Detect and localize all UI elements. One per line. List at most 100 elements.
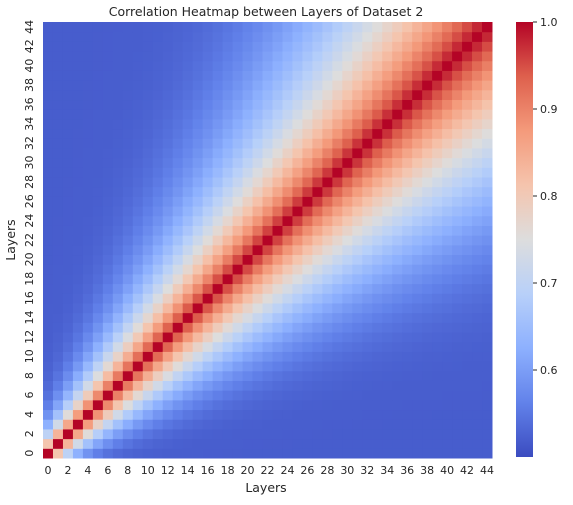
heatmap-cell <box>462 225 473 236</box>
heatmap-cell <box>442 157 453 168</box>
heatmap-cell <box>62 428 74 440</box>
heatmap-cell <box>422 206 433 217</box>
heatmap-cell <box>332 186 343 197</box>
heatmap-cell <box>342 177 353 188</box>
heatmap-cell <box>252 419 264 430</box>
heatmap-cell <box>122 302 134 314</box>
heatmap-cell <box>142 167 154 178</box>
heatmap-cell <box>72 41 84 52</box>
heatmap-cell <box>482 225 493 236</box>
heatmap-cell <box>312 322 323 333</box>
heatmap-cell <box>72 254 84 265</box>
heatmap-cell <box>322 235 333 246</box>
heatmap-cell <box>132 380 144 391</box>
heatmap-cell <box>72 244 84 256</box>
heatmap-cell <box>82 147 94 159</box>
heatmap-cell <box>352 341 363 352</box>
heatmap-cell <box>482 138 493 149</box>
heatmap-cell <box>92 235 104 246</box>
heatmap-cell <box>482 51 493 62</box>
heatmap-cell <box>382 51 393 62</box>
heatmap-cell <box>212 244 224 256</box>
heatmap-cell <box>312 283 323 294</box>
heatmap-cell <box>452 370 463 381</box>
heatmap-cell <box>262 206 273 217</box>
heatmap-cell <box>162 128 174 139</box>
colorbar-tick-label: 0.7 <box>540 277 558 290</box>
heatmap-cell <box>462 312 473 323</box>
heatmap-cell <box>122 380 134 391</box>
heatmap-cell <box>422 293 433 304</box>
heatmap-cell <box>392 351 403 362</box>
heatmap-cell <box>422 147 433 159</box>
heatmap-cell <box>252 390 264 401</box>
colorbar-ticks: 0.60.70.80.91.0 <box>533 16 558 377</box>
heatmap-cell <box>43 177 54 188</box>
heatmap-cell <box>72 438 84 449</box>
heatmap-cell <box>452 322 463 333</box>
heatmap-cell <box>342 409 353 420</box>
heatmap-cell <box>272 80 283 91</box>
heatmap-cell <box>232 390 244 401</box>
heatmap-cell <box>282 128 293 139</box>
heatmap-cell <box>392 302 403 314</box>
heatmap-cell <box>322 89 333 101</box>
heatmap-cell <box>152 235 164 246</box>
heatmap-cell <box>312 254 323 265</box>
heatmap-cell <box>152 177 164 188</box>
heatmap-cell <box>222 380 234 391</box>
heatmap-cell <box>202 22 214 33</box>
heatmap-cell <box>442 409 453 420</box>
heatmap-cell <box>242 302 254 314</box>
y-tick-label: 26 <box>23 194 36 208</box>
heatmap-cell <box>252 322 264 333</box>
heatmap-cell <box>162 419 174 430</box>
heatmap-cell <box>282 41 293 52</box>
heatmap-cell <box>462 60 473 71</box>
heatmap-cell <box>252 351 264 362</box>
heatmap-cell <box>362 51 373 62</box>
heatmap-cell <box>322 109 333 120</box>
heatmap-cell <box>462 322 473 333</box>
heatmap-cell <box>112 361 124 372</box>
heatmap-cell <box>282 244 293 256</box>
heatmap-cell <box>282 341 293 352</box>
heatmap-cell <box>92 273 104 285</box>
heatmap-cell <box>102 41 114 52</box>
heatmap-cell <box>192 215 204 226</box>
heatmap-cell <box>242 80 254 91</box>
heatmap-cell <box>362 177 373 188</box>
heatmap-cell <box>212 390 224 401</box>
heatmap-cell <box>302 409 313 420</box>
heatmap-cell <box>322 60 333 71</box>
heatmap-cell <box>282 312 293 323</box>
heatmap-cell <box>472 283 483 294</box>
heatmap-cell <box>62 31 74 42</box>
heatmap-cell <box>152 380 164 391</box>
heatmap-cell <box>482 177 493 188</box>
heatmap-cell <box>352 70 363 81</box>
y-tick-label: 44 <box>23 20 36 34</box>
heatmap-cell <box>462 293 473 304</box>
heatmap-cell <box>152 264 164 275</box>
heatmap-cell <box>82 177 94 188</box>
heatmap-cell <box>102 351 114 362</box>
heatmap-cell <box>132 399 144 411</box>
heatmap-cell <box>302 70 313 81</box>
heatmap-cell <box>382 109 393 120</box>
heatmap-cell <box>72 80 84 91</box>
heatmap-cell <box>232 332 244 343</box>
heatmap-cell <box>332 89 343 101</box>
heatmap-cell <box>432 138 443 149</box>
heatmap-cell <box>312 31 323 42</box>
heatmap-cell <box>132 254 144 265</box>
heatmap-cell <box>182 80 194 91</box>
heatmap-cell <box>442 109 453 120</box>
heatmap-cell <box>62 109 74 120</box>
heatmap-cell <box>342 361 353 372</box>
x-tick-label: 28 <box>320 464 334 477</box>
heatmap-cell <box>282 351 293 362</box>
heatmap-cell <box>392 390 403 401</box>
heatmap-cell <box>272 177 283 188</box>
heatmap-cell <box>432 399 443 411</box>
